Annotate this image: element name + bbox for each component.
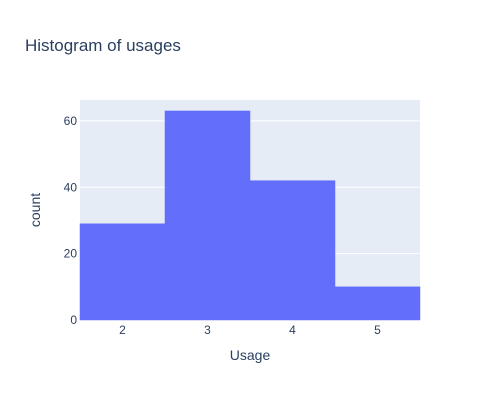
x-axis-ticks: 2 3 4 5 bbox=[119, 323, 381, 337]
histogram-bar-4 bbox=[249, 180, 336, 321]
y-tick-label: 20 bbox=[64, 247, 78, 261]
y-tick-label: 60 bbox=[64, 114, 78, 128]
bars bbox=[79, 110, 421, 321]
x-axis-title: Usage bbox=[230, 347, 271, 363]
x-tick-label: 4 bbox=[289, 323, 296, 337]
y-tick-label: 0 bbox=[70, 313, 77, 327]
y-axis-title: count bbox=[27, 193, 43, 227]
histogram-bar-2 bbox=[79, 223, 166, 321]
x-tick-label: 2 bbox=[119, 323, 126, 337]
x-tick-label: 5 bbox=[374, 323, 381, 337]
chart-title: Histogram of usages bbox=[25, 36, 181, 55]
x-tick-label: 3 bbox=[204, 323, 211, 337]
histogram-bar-5 bbox=[334, 286, 421, 321]
y-axis-ticks: 0 20 40 60 bbox=[64, 114, 78, 327]
y-tick-label: 40 bbox=[64, 180, 78, 194]
histogram-bar-3 bbox=[164, 110, 251, 321]
